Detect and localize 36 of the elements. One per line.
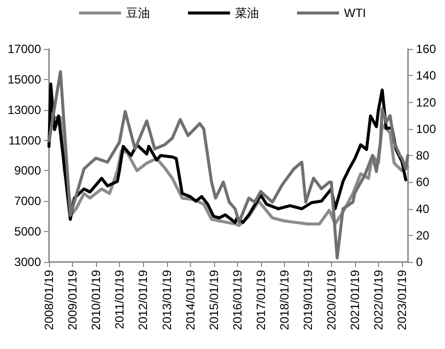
x-tick-label: 2011/01/19 bbox=[112, 270, 127, 330]
x-tick-label: 2016/01/19 bbox=[230, 270, 244, 330]
y-tick-label: 11000 bbox=[8, 133, 42, 148]
y-tick-label: 7000 bbox=[14, 194, 42, 208]
x-tick-label: 2022/01/19 bbox=[372, 270, 386, 330]
y2-tick-label: 40 bbox=[416, 202, 430, 216]
legend-label: 菜油 bbox=[235, 6, 260, 20]
y-tick-label: 13000 bbox=[8, 102, 42, 117]
y2-tick-label: 140 bbox=[416, 68, 436, 83]
x-tick-label: 2013/01/19 bbox=[160, 270, 174, 330]
x-tick-label: 2023/01/19 bbox=[395, 270, 410, 330]
x-tick-label: 2014/01/19 bbox=[183, 270, 198, 330]
x-tick-label: 2015/01/19 bbox=[206, 270, 221, 330]
x-tick-label: 2008/01/19 bbox=[42, 270, 56, 330]
y2-tick-label: 20 bbox=[416, 228, 430, 242]
y2-tick-label: 80 bbox=[416, 148, 430, 162]
legend-label: 豆油 bbox=[126, 6, 150, 20]
x-tick-label: 2018/01/19 bbox=[277, 270, 292, 330]
y-tick-label: 3000 bbox=[14, 255, 42, 269]
x-tick-label: 2010/01/19 bbox=[89, 270, 104, 330]
y2-tick-label: 100 bbox=[416, 122, 436, 136]
x-tick-label: 2012/01/19 bbox=[136, 270, 150, 330]
y-tick-label: 5000 bbox=[14, 224, 42, 239]
legend-label: WTI bbox=[344, 6, 366, 20]
y2-tick-label: 0 bbox=[416, 255, 423, 269]
x-tick-label: 2019/01/19 bbox=[301, 270, 316, 330]
y2-tick-label: 120 bbox=[416, 95, 436, 110]
y-tick-label: 15000 bbox=[8, 72, 42, 86]
y-tick-label: 17000 bbox=[8, 42, 42, 56]
y2-tick-label: 60 bbox=[416, 175, 430, 190]
y-tick-label: 9000 bbox=[14, 164, 42, 178]
y2-tick-label: 160 bbox=[416, 42, 436, 56]
x-tick-label: 2020/01/19 bbox=[324, 270, 339, 330]
x-tick-label: 2021/01/19 bbox=[348, 270, 362, 330]
x-tick-label: 2017/01/19 bbox=[254, 270, 268, 330]
x-tick-label: 2009/01/19 bbox=[66, 270, 80, 330]
